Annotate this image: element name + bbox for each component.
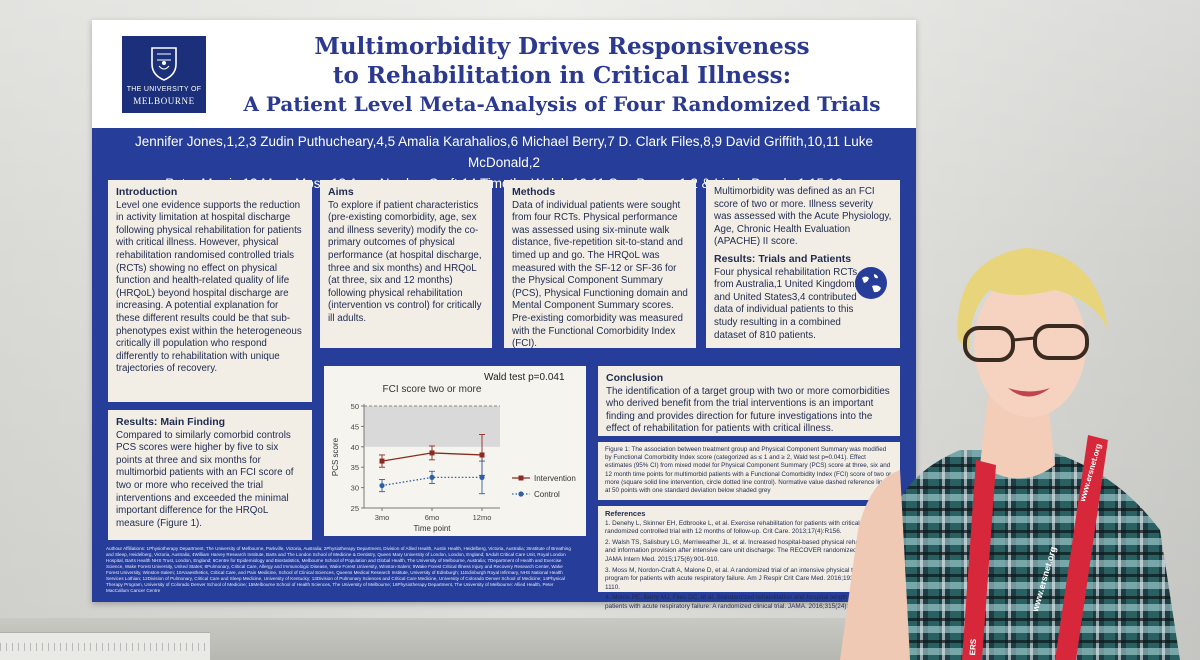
conclusion-text: The identification of a target group wit… [606,385,890,435]
poster-header: THE UNIVERSITY OF MELBOURNE Multimorbidi… [92,20,916,128]
data-point-intervention [479,452,485,458]
data-point-intervention [379,458,385,464]
references-panel: References 1. Denehy L, Skinner EH, Edbr… [598,506,900,610]
aims-heading: Aims [328,186,354,198]
x-tick-label: 3mo [375,513,390,522]
multimorbidity-text: Multimorbidity was defined as an FCI sco… [714,186,892,248]
reference-item: 1. Denehy L, Skinner EH, Edbrooke L, et … [605,519,887,536]
aims-panel: Aims To explore if patient characteristi… [320,180,492,348]
hair [957,248,1108,350]
author-line1: Jennifer Jones,1,2,3 Zudin Puthucheary,4… [134,134,874,170]
logo-text-line2: MELBOURNE [133,96,195,106]
introduction-heading: Introduction [116,186,178,198]
globe-icon [855,267,887,299]
poster-title: Multimorbidity Drives Responsiveness to … [222,32,902,119]
references-list: 1. Denehy L, Skinner EH, Edbrooke L, et … [605,520,893,612]
chart-title: FCI score two or more [383,384,482,395]
figure-caption: Figure 1: The association between treatm… [598,442,900,500]
title-line2: to Rehabilitation in Critical Illness: [332,62,792,89]
trials-text: Four physical rehabilitation RCTs from A… [714,266,860,341]
x-tick-label: 6mo [425,513,440,522]
arm [840,470,910,660]
glasses-icon [963,324,1089,362]
logo-text-line1: THE UNIVERSITY OF [126,86,202,93]
lanyard-badge: ERS [968,638,979,656]
multimorbidity-panel: Multimorbidity was defined as an FCI sco… [706,180,900,348]
y-tick-label: 35 [351,463,359,472]
poster: THE UNIVERSITY OF MELBOURNE Multimorbidi… [92,20,916,610]
y-tick-label: 45 [351,422,359,431]
presenter-photo [840,248,1180,660]
figure-caption-text: Figure 1: The association between treatm… [605,446,892,495]
board-edge [0,632,210,660]
conclusion-heading: Conclusion [606,372,664,384]
introduction-text: Level one evidence supports the reductio… [116,199,302,375]
legend-label: Control [534,490,560,499]
figure-1-chart: Wald test p=0.041 FCI score two or more 25… [324,366,586,536]
author-affiliations: Authour Affiliations: 1Physiotherapy Dep… [106,546,571,593]
data-point-control [479,474,485,480]
data-point-intervention [429,450,435,456]
y-tick-label: 30 [351,484,359,493]
main-finding-panel: Results: Main Finding Compared to simila… [108,410,312,540]
y-axis-label: PCS score [331,437,340,476]
university-logo: THE UNIVERSITY OF MELBOURNE [122,36,206,113]
smile [1008,388,1050,397]
lanyard-right [1055,435,1108,660]
x-axis-label: Time point [413,524,451,533]
chart-annotation: Wald test p=0.041 [484,372,565,383]
references-heading: References [605,509,646,518]
lanyard-left [962,460,996,660]
reference-item: 2. Walsh TS, Salisbury LG, Merriweather … [605,538,892,563]
x-tick-label: 12mo [473,513,492,522]
main-finding-heading: Results: Main Finding [116,416,226,428]
title-line1: Multimorbidity Drives Responsiveness [314,33,810,60]
data-point-control [379,482,385,489]
main-finding-text: Compared to similarly comorbid controls … [116,429,294,529]
conclusion-panel: Conclusion The identification of a targe… [598,366,900,436]
legend-marker [518,491,524,497]
dress [880,450,1180,660]
methods-heading: Methods [512,186,556,198]
trials-heading: Results: Trials and Patients [714,252,852,265]
ruler-marks [0,643,210,651]
face [974,273,1086,417]
y-tick-label: 50 [351,402,359,411]
methods-text: Data of individual patients were sought … [512,199,688,350]
introduction-panel: Introduction Level one evidence supports… [108,180,312,402]
aims-text: To explore if patient characteristics (p… [328,199,482,324]
methods-panel: Methods Data of individual patients were… [504,180,696,350]
y-tick-label: 40 [351,443,359,452]
reference-item: 4. Morris PE, Berry MJ, Files DC, et al.… [605,594,890,610]
crest-icon [151,47,177,81]
legend-label: Intervention [534,474,576,483]
normative-band [364,406,500,447]
y-tick-label: 25 [351,504,359,513]
data-point-control [429,474,435,480]
title-line3: A Patient Level Meta-Analysis of Four Ra… [243,92,881,116]
legend-marker [518,475,524,481]
reference-item: 3. Moss M, Nordon-Craft A, Malone D, et … [605,566,883,591]
